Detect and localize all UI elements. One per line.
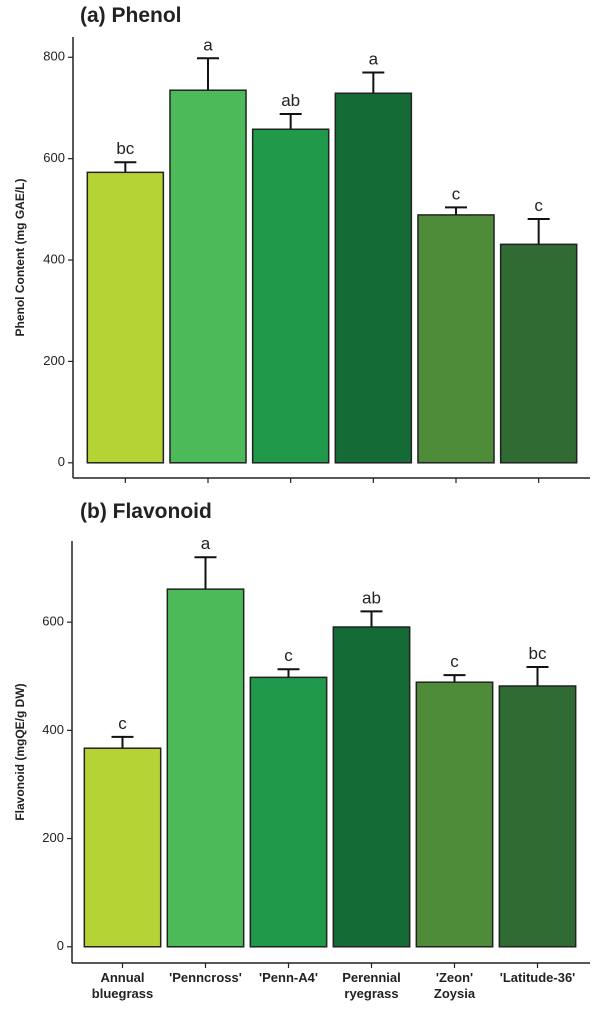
significance-letter: a xyxy=(369,49,379,68)
significance-letter: a xyxy=(203,35,213,54)
significance-letter: c xyxy=(118,714,127,733)
y-tick-label: 200 xyxy=(43,353,65,368)
y-tick-label: 0 xyxy=(58,454,65,469)
y-tick-label: 600 xyxy=(43,150,65,165)
bar xyxy=(86,171,165,464)
significance-letter: c xyxy=(452,184,461,203)
chart-title: (b) Flavonoid xyxy=(80,500,212,523)
bar xyxy=(169,89,247,464)
significance-letter: a xyxy=(201,534,211,553)
significance-letter: ab xyxy=(362,588,381,607)
x-tick-label: 'Penncross' xyxy=(169,970,242,985)
bar xyxy=(251,128,330,464)
bar xyxy=(332,626,411,948)
bar xyxy=(83,747,162,948)
significance-letter: ab xyxy=(281,91,300,110)
x-tick-label: 'Zeon' Zoysia xyxy=(434,970,476,1001)
significance-letter: bc xyxy=(116,139,134,158)
y-axis-label: Flavonoid (mgQE/g DW) xyxy=(13,683,27,820)
x-tick-label: 'Latitude-36' xyxy=(500,970,576,985)
bar xyxy=(166,588,245,948)
bar xyxy=(415,681,494,948)
significance-letter: bc xyxy=(529,644,547,663)
y-tick-label: 0 xyxy=(57,938,64,953)
bar xyxy=(498,685,577,948)
x-tick-label: Perennial ryegrass xyxy=(342,970,401,1001)
y-axis-label: Phenol Content (mg GAE/L) xyxy=(13,179,27,337)
x-tick-label: 'Penn-A4' xyxy=(259,970,318,985)
y-tick-label: 200 xyxy=(42,830,64,845)
significance-letter: c xyxy=(450,652,459,671)
y-tick-label: 600 xyxy=(42,614,64,629)
significance-letter: c xyxy=(534,196,543,215)
bar xyxy=(249,676,328,948)
bar xyxy=(417,214,495,464)
bar xyxy=(499,243,578,464)
bar xyxy=(334,92,413,464)
x-tick-label: Annual bluegrass xyxy=(92,970,153,1001)
chart-title: (a) Phenol xyxy=(80,4,182,27)
significance-letter: c xyxy=(284,646,293,665)
y-tick-label: 800 xyxy=(43,49,65,64)
y-tick-label: 400 xyxy=(43,251,65,266)
y-tick-label: 400 xyxy=(42,722,64,737)
